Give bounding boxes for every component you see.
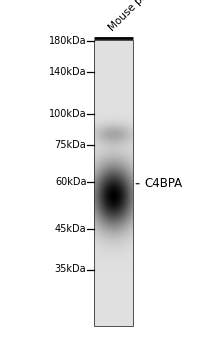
Text: 100kDa: 100kDa xyxy=(49,109,86,119)
Text: C4BPA: C4BPA xyxy=(136,177,183,190)
Text: 35kDa: 35kDa xyxy=(55,265,86,274)
Text: 75kDa: 75kDa xyxy=(55,140,86,150)
Bar xyxy=(94,40,133,326)
Text: 45kDa: 45kDa xyxy=(55,224,86,234)
Text: 140kDa: 140kDa xyxy=(49,67,86,77)
Text: Mouse plasma: Mouse plasma xyxy=(107,0,168,33)
Text: 180kDa: 180kDa xyxy=(49,36,86,46)
Text: 60kDa: 60kDa xyxy=(55,177,86,187)
